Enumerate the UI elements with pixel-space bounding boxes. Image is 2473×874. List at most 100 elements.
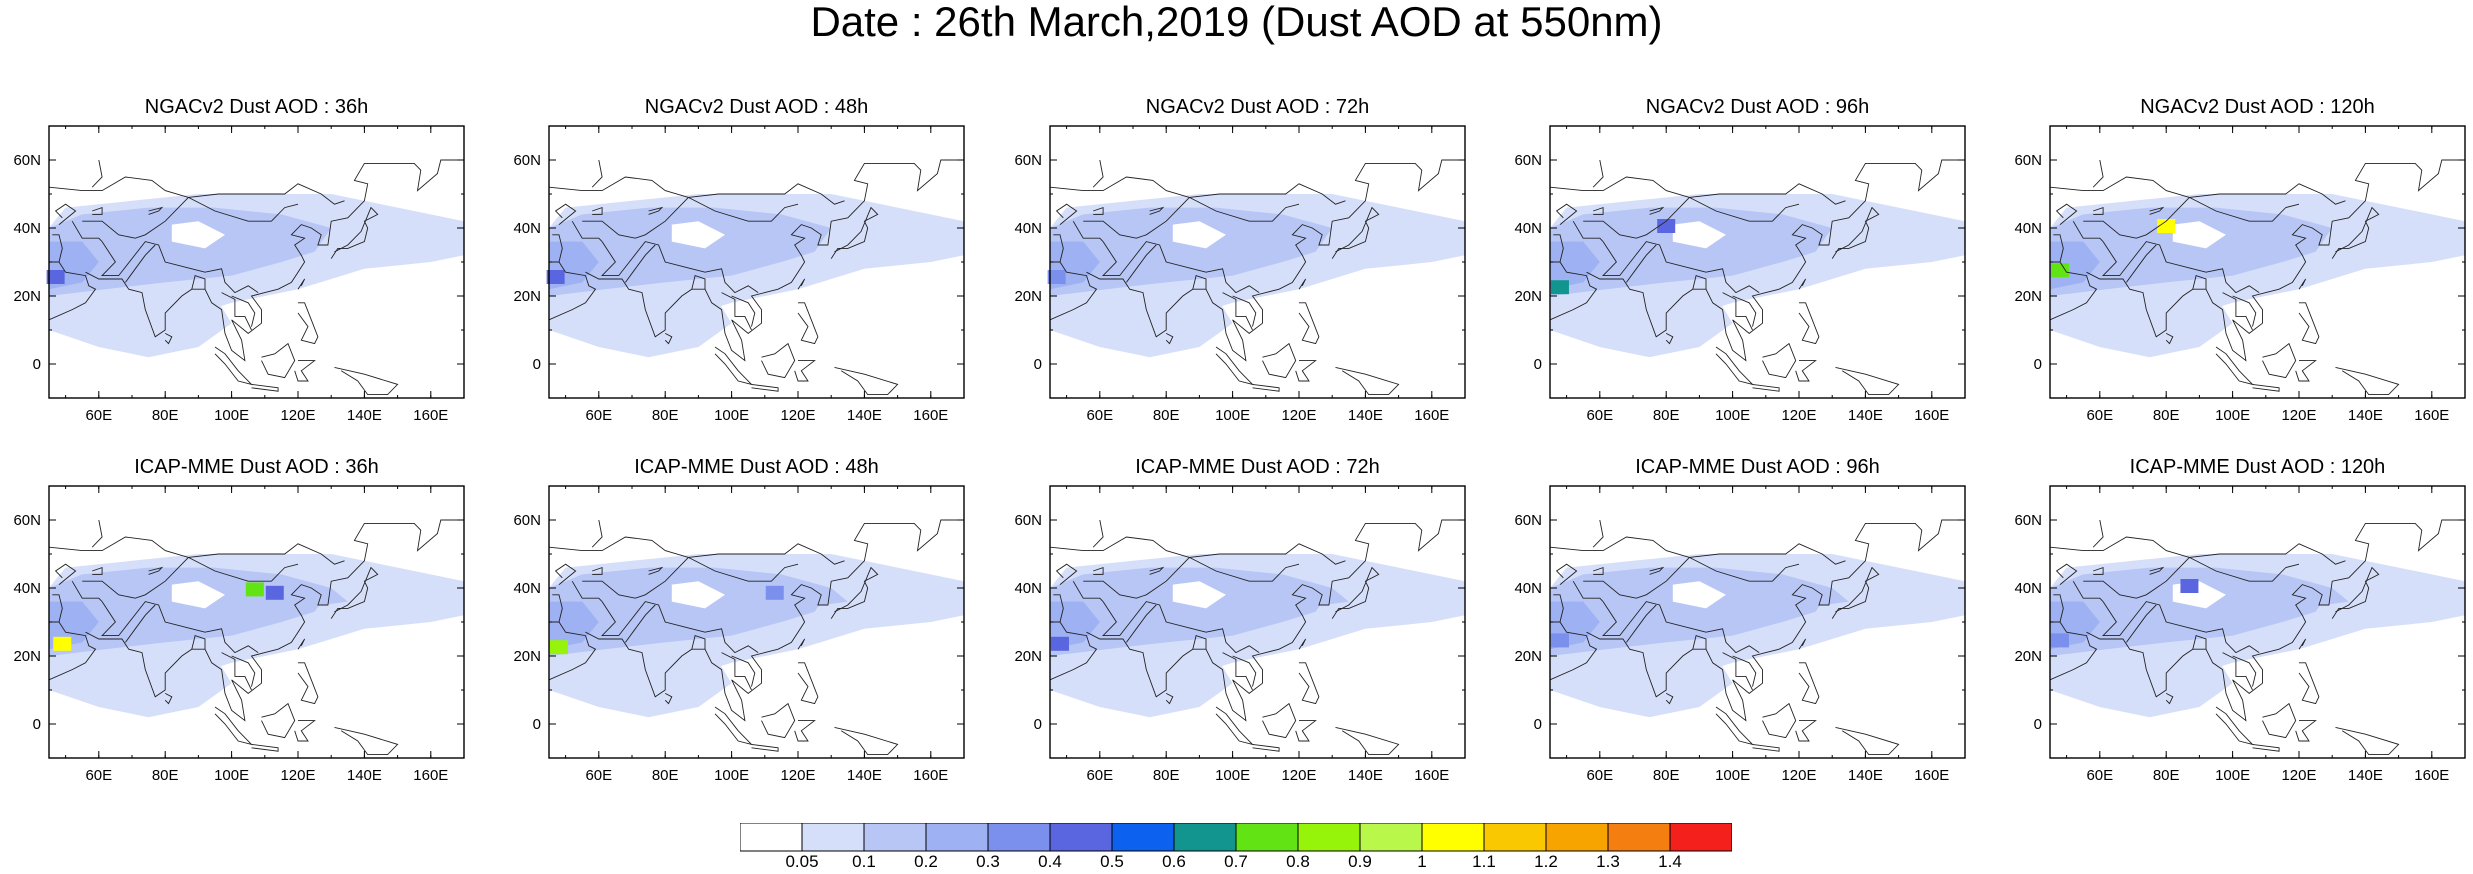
- panel-title: ICAP-MME Dust AOD : 96h: [1635, 456, 1880, 478]
- aod-hotspot: [46, 270, 65, 284]
- panel-title: ICAP-MME Dust AOD : 48h: [634, 456, 879, 478]
- lon-tick-label: 100E: [214, 407, 249, 424]
- lon-tick-label: 160E: [2414, 767, 2449, 784]
- coastlines: [48, 159, 464, 396]
- lat-tick-label: 0: [533, 356, 541, 373]
- aod-field: [2050, 554, 2465, 718]
- lat-tick-label: 60N: [13, 152, 41, 169]
- lon-tick-label: 140E: [1348, 407, 1383, 424]
- lat-tick-label: 0: [1534, 356, 1542, 373]
- aod-field: [549, 554, 964, 718]
- lon-tick-label: 60E: [2086, 767, 2113, 784]
- map-panel: ICAP-MME Dust AOD : 72h 60E 80E 100E 120E 140…: [1001, 452, 1466, 792]
- aod-hotspot: [2050, 263, 2069, 278]
- lon-tick-label: 140E: [2348, 767, 2383, 784]
- colorbar-label: 0.1: [852, 852, 876, 871]
- lon-tick-label: 120E: [1781, 407, 1816, 424]
- map-plot: 60E 80E 100E 120E 140E 160E 60N 40N 20N 0: [513, 485, 965, 784]
- colorbar: [740, 823, 1732, 852]
- colorbar-swatch: [1359, 823, 1423, 852]
- lon-tick-label: 100E: [1715, 407, 1750, 424]
- colorbar-label: 0.3: [976, 852, 1000, 871]
- map-panel: NGACv2 Dust AOD : 120h 60E 80E 100E 120E 140E…: [2001, 92, 2466, 432]
- lon-tick-label: 100E: [714, 407, 749, 424]
- lon-tick-label: 80E: [1653, 407, 1680, 424]
- aod-hotspot: [1047, 270, 1066, 284]
- lon-tick-label: 80E: [652, 767, 679, 784]
- lat-tick-label: 0: [2034, 716, 2042, 733]
- aod-hotspot: [549, 640, 568, 655]
- panel-title: NGACv2 Dust AOD : 36h: [144, 96, 369, 118]
- aod-region: [49, 282, 232, 358]
- aod-region: [549, 282, 732, 358]
- lon-tick-label: 80E: [2153, 767, 2180, 784]
- colorbar-label: 0.8: [1286, 852, 1310, 871]
- colorbar-swatch: [1235, 823, 1299, 852]
- lon-tick-label: 160E: [913, 407, 948, 424]
- map-plot: 60E 80E 100E 120E 140E 160E 60N 40N 20N 0: [513, 125, 965, 424]
- colorbar-swatch: [863, 823, 927, 852]
- colorbar-label: 0.9: [1348, 852, 1372, 871]
- lat-tick-label: 40N: [1514, 220, 1542, 237]
- coastlines: [1049, 519, 1465, 756]
- lon-tick-label: 140E: [847, 407, 882, 424]
- lon-tick-label: 100E: [714, 767, 749, 784]
- lon-tick-label: 160E: [413, 407, 448, 424]
- lon-tick-label: 120E: [780, 407, 815, 424]
- lon-tick-label: 160E: [1914, 767, 1949, 784]
- aod-hotspot: [1550, 280, 1569, 295]
- colorbar-swatch: [1669, 823, 1732, 852]
- lat-tick-label: 0: [2034, 356, 2042, 373]
- panel-title: ICAP-MME Dust AOD : 120h: [2129, 456, 2386, 478]
- aod-hotspot: [2050, 633, 2069, 648]
- colorbar-swatch: [987, 823, 1051, 852]
- lon-tick-label: 80E: [1153, 407, 1180, 424]
- map-panel: ICAP-MME Dust AOD : 120h 60E 80E 100E 120E 14…: [2001, 452, 2466, 792]
- lon-tick-label: 160E: [413, 767, 448, 784]
- lon-tick-label: 60E: [585, 407, 612, 424]
- lat-tick-label: 0: [1034, 716, 1042, 733]
- lat-tick-label: 60N: [13, 512, 41, 529]
- lon-tick-label: 120E: [280, 767, 315, 784]
- lat-tick-label: 60N: [513, 512, 541, 529]
- map-panel: NGACv2 Dust AOD : 96h 60E 80E 100E 120E 140E 1…: [1501, 92, 1966, 432]
- aod-region: [1172, 221, 1226, 249]
- aod-hotspot: [546, 270, 565, 284]
- map-plot: 60E 80E 100E 120E 140E 160E 60N 40N 20N 0: [13, 125, 465, 424]
- lon-tick-label: 140E: [347, 767, 382, 784]
- lat-tick-label: 0: [33, 716, 41, 733]
- colorbar-label: 0.5: [1100, 852, 1124, 871]
- lon-tick-label: 100E: [2215, 407, 2250, 424]
- map-plot: 60E 80E 100E 120E 140E 160E 60N 40N 20N 0: [2014, 485, 2466, 784]
- lat-tick-label: 40N: [2014, 220, 2042, 237]
- lat-tick-label: 20N: [13, 288, 41, 305]
- figure-title: Date : 26th March,2019 (Dust AOD at 550n…: [810, 0, 1663, 45]
- lon-tick-label: 120E: [1281, 407, 1316, 424]
- colorbar-swatch: [1607, 823, 1671, 852]
- lat-tick-label: 20N: [2014, 648, 2042, 665]
- colorbar-label: 1.3: [1596, 852, 1620, 871]
- lat-tick-label: 40N: [1014, 220, 1042, 237]
- lon-tick-label: 100E: [2215, 767, 2250, 784]
- colorbar-swatch: [1111, 823, 1175, 852]
- coastlines: [1549, 519, 1965, 756]
- coastlines: [1549, 159, 1965, 396]
- panel-title: NGACv2 Dust AOD : 72h: [1145, 96, 1370, 118]
- panel-title: ICAP-MME Dust AOD : 36h: [134, 456, 379, 478]
- aod-region: [1050, 642, 1233, 718]
- aod-hotspot: [1550, 633, 1569, 648]
- colorbar-swatch: [740, 823, 803, 852]
- aod-hotspot: [53, 636, 72, 651]
- lon-tick-label: 80E: [2153, 407, 2180, 424]
- coastlines: [2049, 159, 2465, 396]
- lat-tick-label: 60N: [1514, 152, 1542, 169]
- aod-region: [1550, 282, 1733, 358]
- lon-tick-label: 140E: [1348, 767, 1383, 784]
- panel-title: NGACv2 Dust AOD : 48h: [644, 96, 869, 118]
- colorbar-swatch: [1173, 823, 1237, 852]
- aod-region: [1172, 581, 1226, 609]
- lat-tick-label: 40N: [1014, 580, 1042, 597]
- aod-hotspot: [245, 582, 264, 597]
- lat-tick-label: 20N: [1514, 648, 1542, 665]
- lon-tick-label: 80E: [1153, 767, 1180, 784]
